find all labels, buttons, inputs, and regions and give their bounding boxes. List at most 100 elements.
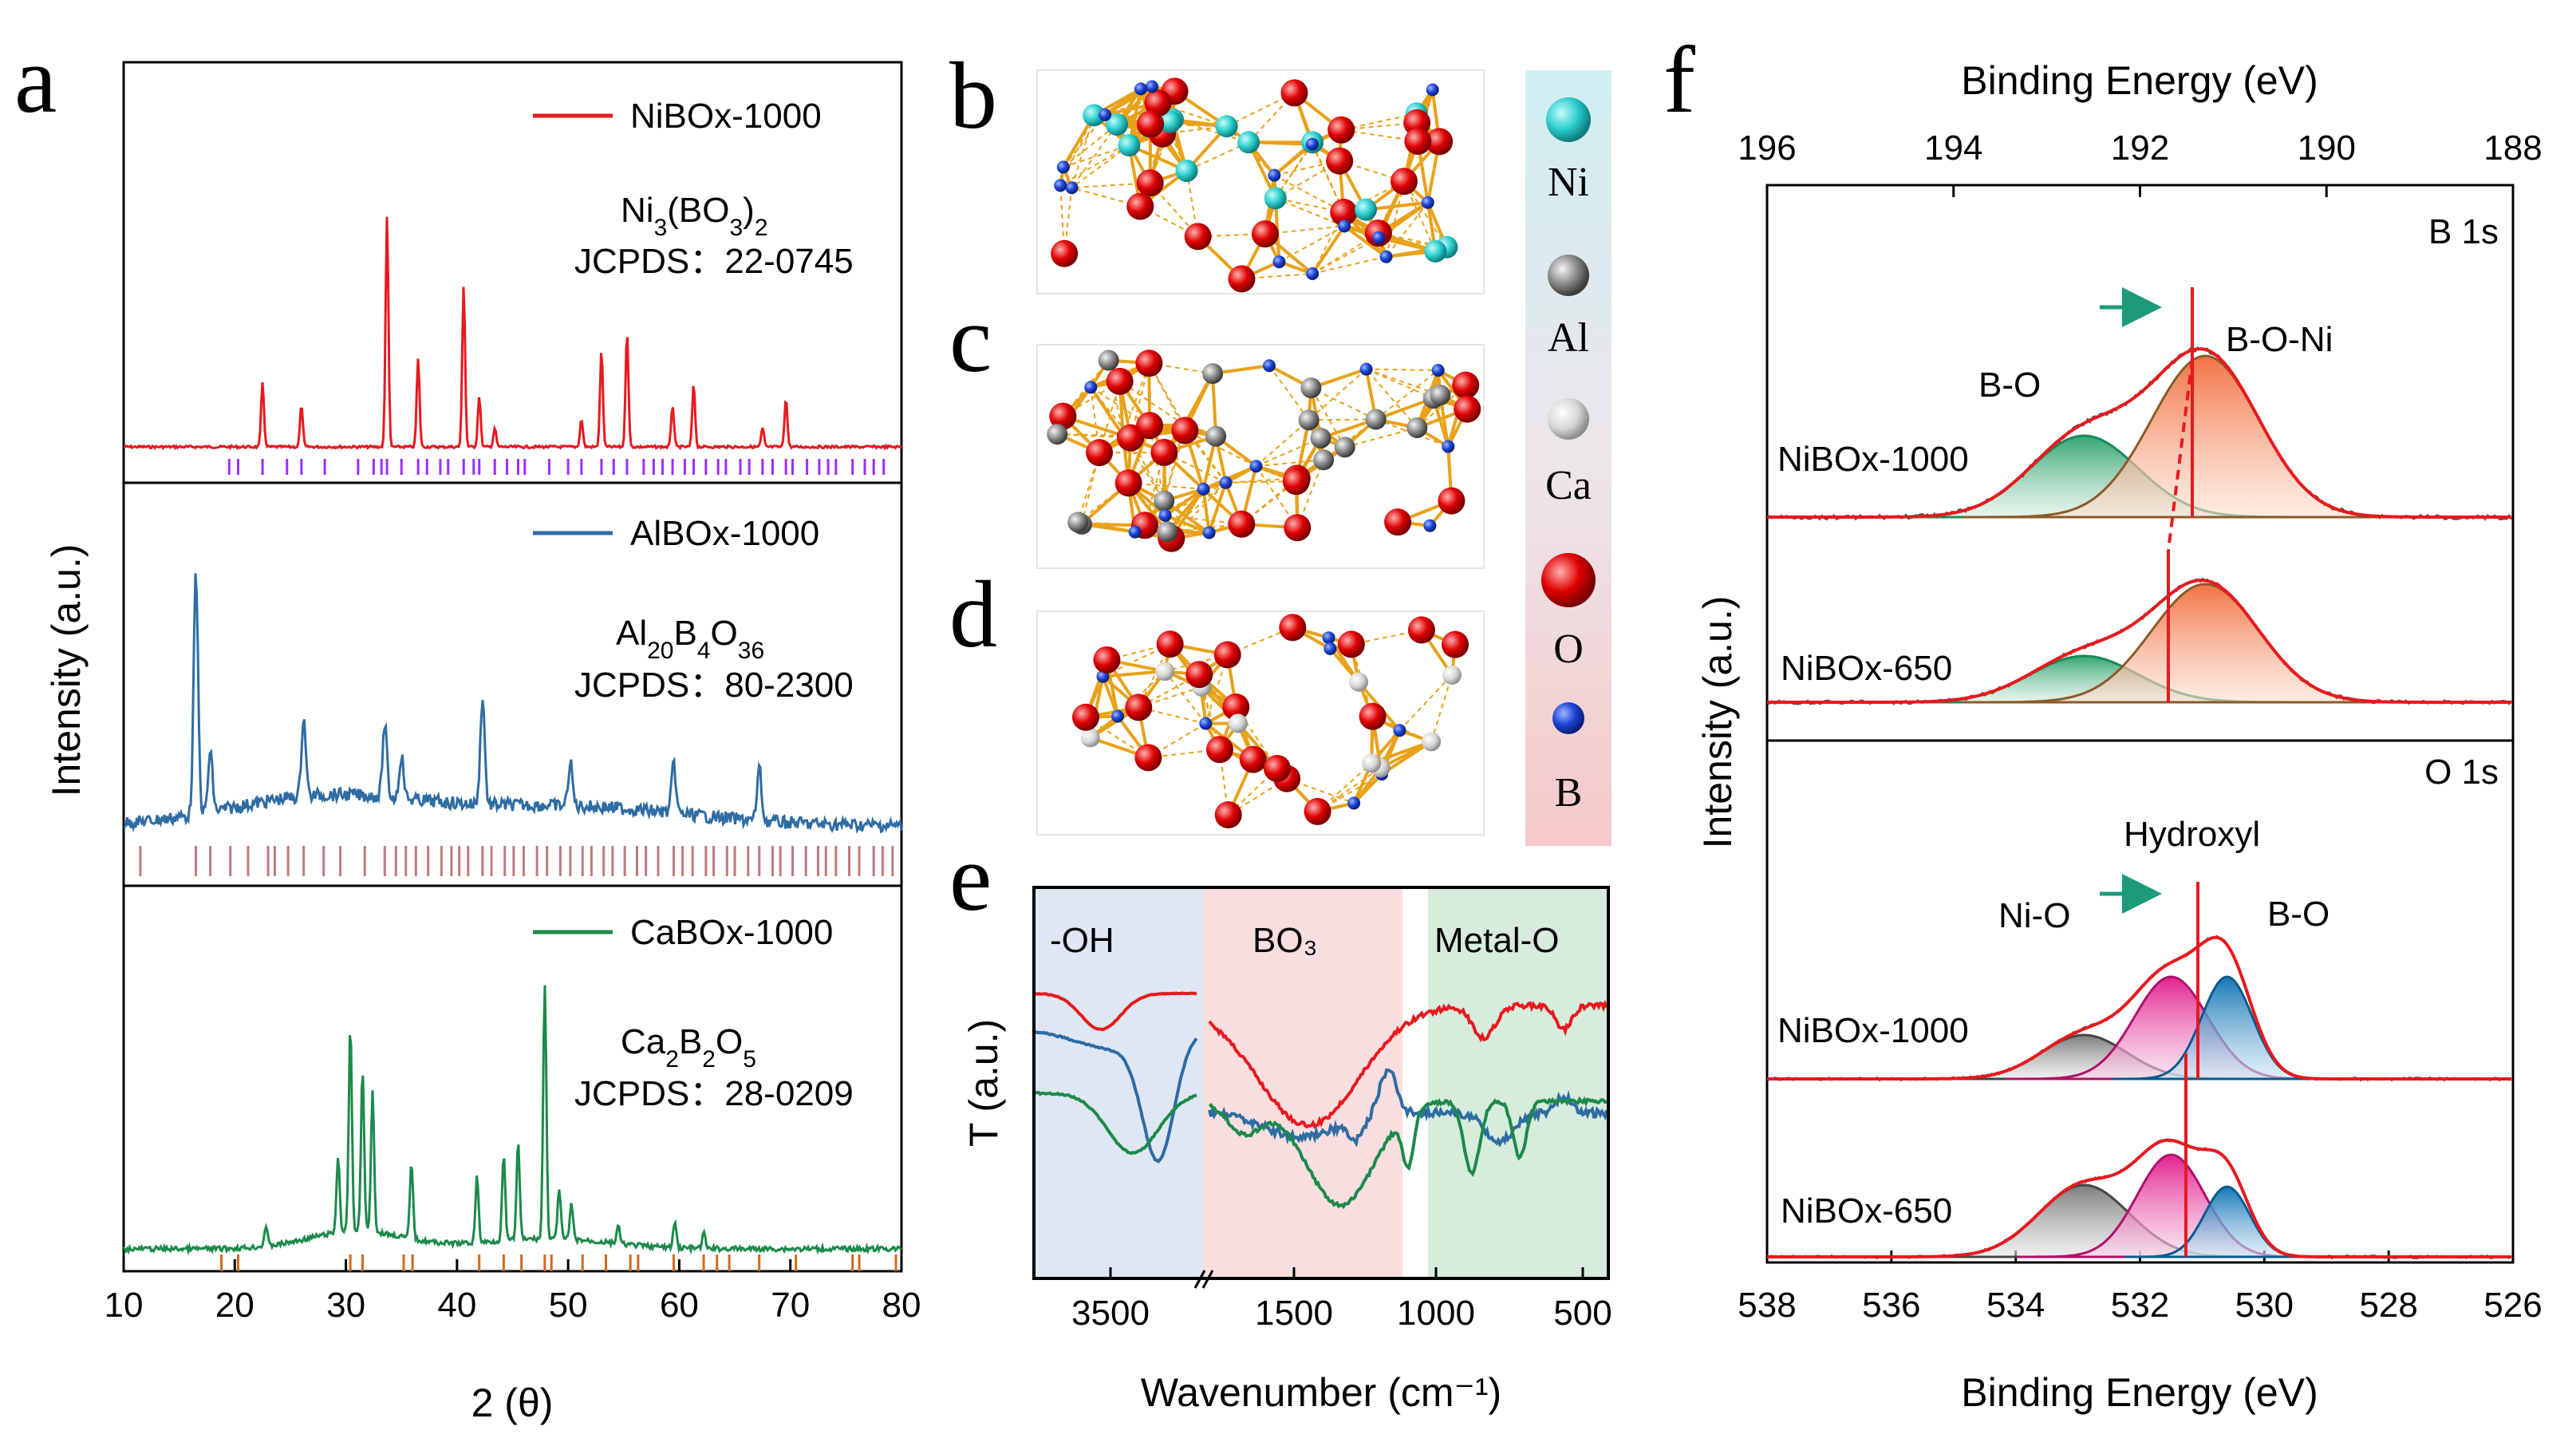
atom — [1393, 724, 1406, 737]
atom — [1442, 440, 1455, 453]
atom — [1125, 693, 1153, 721]
atom — [1452, 371, 1480, 399]
ftir-trace-nibox-right — [1208, 999, 1608, 1129]
atom — [1237, 131, 1260, 154]
legend-albox-1000: AlBOx-1000 — [630, 514, 819, 553]
atom — [1202, 363, 1224, 385]
bond — [1103, 87, 1142, 117]
atom — [1454, 395, 1481, 423]
xps-bottom-tick-label: 534 — [1986, 1286, 2045, 1325]
ftir-frame — [1032, 886, 1610, 1280]
region-metal-o-background — [1428, 887, 1608, 1278]
bond-dashed — [1398, 674, 1453, 731]
atom — [1159, 110, 1182, 133]
o1s-series-nibox-650: NiBOx-650 — [1781, 1191, 1952, 1231]
atom — [1284, 514, 1312, 542]
atom — [1137, 110, 1165, 138]
atom — [1324, 642, 1337, 655]
atom — [1228, 713, 1248, 733]
jcpds-80-2300: JCPDS：80-2300 — [574, 666, 854, 705]
bond-dashed — [1365, 368, 1418, 429]
atom — [1239, 745, 1267, 773]
b1s-shift-dashed-line — [2167, 358, 2194, 551]
panel-label-d: d — [949, 561, 997, 667]
b1s-650-envelope-fit — [1767, 579, 2511, 704]
tick-label-1500: 1500 — [1255, 1294, 1333, 1333]
o1s-component-b-o: B-O — [2267, 895, 2329, 934]
axis-break-right — [1201, 1270, 1214, 1289]
xrd-tick-label: 70 — [771, 1286, 810, 1325]
atom — [1205, 425, 1227, 447]
atom — [1282, 468, 1310, 496]
atom — [1106, 113, 1129, 136]
b1s-series-nibox-650: NiBOx-650 — [1781, 649, 1952, 688]
o1s-1000-envelope-fit — [1767, 935, 2511, 1081]
atom — [1300, 377, 1322, 399]
tick-label-500: 500 — [1553, 1294, 1611, 1333]
atom — [1144, 89, 1172, 117]
atom — [1391, 168, 1418, 196]
ftir-trace-albox-right — [1208, 1068, 1608, 1148]
atom — [1219, 476, 1233, 489]
xrd-x-ticks: 10 20 30 40 50 60 70 80 — [105, 1259, 921, 1325]
o1s-label: O 1s — [2424, 753, 2499, 792]
atom — [1080, 728, 1100, 748]
atom — [1086, 439, 1114, 467]
bond-dashed — [1071, 115, 1095, 188]
b1s-component-b-o-ni: B-O-Ni — [2226, 320, 2333, 359]
atom — [1134, 82, 1148, 96]
bond — [1103, 670, 1166, 678]
xps-y-axis-label: Intensity (a.u.) — [1695, 596, 1740, 849]
jcpds-22-0745: JCPDS：22-0745 — [574, 242, 854, 281]
atom — [1093, 646, 1121, 674]
atom — [1185, 661, 1213, 689]
panel-label-e: e — [949, 824, 992, 930]
xrd-tick-label: 10 — [105, 1286, 144, 1325]
region-bo3-background — [1203, 887, 1402, 1278]
ni-atom-icon — [1546, 97, 1591, 142]
atom — [1205, 736, 1233, 764]
atom — [1348, 672, 1368, 692]
phase-label-ni3bo32: Ni3(BO3)2 — [621, 191, 768, 241]
xrd-frame — [122, 61, 903, 1273]
atom — [1305, 137, 1319, 151]
atom — [1083, 104, 1106, 127]
atom — [1442, 665, 1462, 685]
atom — [1423, 519, 1437, 532]
ftir-trace-cabox-right — [1208, 1096, 1608, 1210]
atom — [1145, 80, 1158, 93]
ftir-trace-nibox-left — [1035, 991, 1197, 1032]
atom — [1330, 199, 1358, 227]
xrd-tick-label: 30 — [326, 1286, 365, 1325]
element-legend: Ni Al Ca O B — [1525, 70, 1611, 846]
bond — [1207, 482, 1228, 534]
bond — [1211, 373, 1218, 437]
phase-label-ca2b2o5: Ca2B2O5 — [621, 1022, 756, 1073]
atom — [1279, 614, 1307, 642]
atom — [1056, 160, 1070, 174]
atom — [1298, 409, 1320, 431]
atom — [1051, 239, 1079, 267]
atom — [1150, 438, 1178, 466]
atom — [1067, 512, 1089, 533]
xps-bottom-x-axis-label: Binding Energy (eV) — [1961, 1370, 2318, 1415]
xrd-trace-AlBOx-1000 — [123, 573, 903, 835]
atom — [1347, 796, 1361, 810]
xps-top-tick-label: 194 — [1924, 128, 1982, 168]
legend-cabox-1000: CaBOx-1000 — [630, 913, 833, 952]
atom — [1136, 412, 1164, 440]
atom — [1280, 79, 1308, 107]
bond — [1311, 225, 1346, 275]
atom — [1114, 469, 1142, 497]
ftir-y-axis-label: T (a.u.) — [961, 1019, 1006, 1147]
bond-dashed — [1256, 437, 1321, 468]
o1s-component-ni-o: Ni-O — [1998, 896, 2070, 935]
atom — [1222, 693, 1250, 721]
bond-dashed — [1148, 362, 1185, 426]
xrd-x-axis-label: 2 (θ) — [471, 1381, 554, 1425]
xps-bottom-tick-label: 536 — [1862, 1286, 1920, 1325]
b1s-1000-envelope-fit — [1767, 347, 2511, 519]
atom — [1157, 521, 1178, 543]
atom — [1306, 267, 1320, 280]
